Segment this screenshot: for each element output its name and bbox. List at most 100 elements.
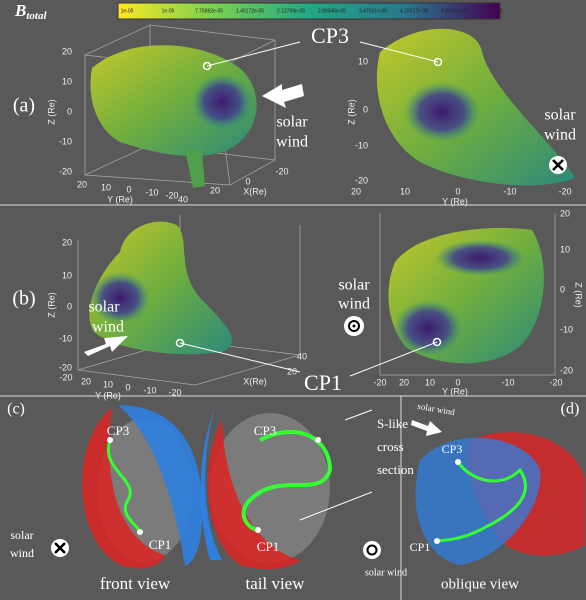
z-tick-label: 10	[560, 244, 570, 254]
z-tick-label: 10	[62, 270, 72, 280]
z-tick-label: -10	[59, 333, 72, 343]
z-tick-label: -20	[59, 362, 72, 372]
z-tick-label: -10	[560, 324, 573, 334]
annotation: wind	[92, 319, 124, 336]
y-tick-label: 10	[425, 377, 435, 387]
y-tick-label: -20	[59, 372, 72, 382]
axis-title: Z (Re)	[346, 99, 356, 125]
x-tick-label: 20	[287, 366, 297, 376]
z-tick-label: 10	[358, 56, 368, 66]
critical-point	[434, 538, 440, 544]
caption: front view	[100, 574, 171, 593]
z-tick-label: -20	[355, 175, 368, 185]
y-tick-label: 20	[77, 179, 87, 189]
axis-title: Y (Re)	[442, 196, 468, 206]
caption: oblique view	[441, 576, 519, 592]
x-tick-label: 0	[245, 176, 250, 186]
panel-label: (a)	[13, 95, 35, 117]
colorbar-tick-label: 3.47931e-05	[359, 8, 387, 14]
colorbar-tick-label: 1e-05	[490, 8, 503, 14]
axis-title: Z (Re)	[574, 282, 584, 308]
y-tick-label: -10	[143, 385, 156, 395]
annotation: solar	[338, 277, 370, 294]
callout: CP3	[311, 23, 349, 48]
surface-shade	[192, 74, 252, 130]
surface-shade	[394, 300, 462, 356]
annotation: solar wind	[365, 567, 407, 578]
z-tick-label: -10	[355, 140, 368, 150]
y-tick-label: 0	[455, 186, 460, 196]
z-tick-label: 20	[62, 237, 72, 247]
colorbar-title-main: B	[14, 1, 26, 20]
critical-point	[255, 527, 261, 533]
axis-title: Z (Re)	[46, 292, 56, 318]
annotation: solar	[10, 528, 33, 542]
axis-title: X(Re)	[243, 186, 267, 196]
colorbar-tick-label: 7.75862e-05	[195, 8, 223, 14]
panel-label: (b)	[12, 288, 35, 310]
y-tick-label: 10	[103, 379, 113, 389]
callout: CP1	[304, 370, 342, 395]
colorbar-tick-label: 1.45172e-05	[236, 8, 264, 14]
surface-shade	[404, 82, 480, 142]
annotation: wind	[544, 127, 576, 144]
annotation: solar	[88, 299, 120, 316]
y-tick-label: 0	[126, 184, 131, 194]
z-tick-label: 20	[62, 46, 72, 56]
colorbar-tick-label: 1e-05	[121, 8, 134, 14]
colorbar-tick-label: 2.80345e-05	[318, 8, 346, 14]
z-tick-label: 20	[560, 208, 570, 218]
z-tick-label: -20	[560, 365, 573, 375]
y-tick-label: -10	[145, 187, 158, 197]
colorbar-tick-label: 4.15517e-05	[400, 8, 428, 14]
z-tick-label: -10	[59, 136, 72, 146]
surface-shade	[435, 240, 525, 276]
y-tick-label: 0	[125, 382, 130, 392]
critical-point	[315, 437, 321, 443]
colorbar-tick-label: 2.12759e-05	[277, 8, 305, 14]
colorbar-tick-label: 1e-05	[162, 8, 175, 14]
panel-label: (d)	[561, 401, 580, 418]
z-tick-label: -20	[59, 166, 72, 176]
z-tick-label: 0	[363, 104, 368, 114]
annotation: section	[377, 462, 414, 477]
point-label: CP1	[410, 540, 431, 554]
y-tick-label: -10	[503, 186, 516, 196]
figure: Btotal 1e-05 1e-05 7.75862e-05 1.45172e-05 2…	[0, 0, 586, 600]
out-of-page-icon	[363, 541, 381, 559]
critical-point	[455, 459, 461, 465]
out-of-page-icon	[353, 325, 356, 328]
y-tick-label: -20	[549, 377, 562, 387]
y-tick-label: 20	[399, 377, 409, 387]
z-tick-label: 10	[62, 76, 72, 86]
annotation: wind	[276, 134, 308, 151]
x-tick-label: 20	[210, 185, 220, 195]
annotation: wind	[338, 296, 370, 313]
axis-title: Z (Re)	[46, 99, 56, 125]
axis-title: X(Re)	[243, 376, 267, 386]
annotation: solar	[544, 107, 576, 124]
x-tick-label: -20	[275, 166, 288, 176]
panel-label: (c)	[7, 401, 25, 418]
y-tick-label: -10	[501, 377, 514, 387]
axis-title: Y (Re)	[107, 194, 133, 204]
y-tick-label: -20	[373, 377, 386, 387]
y-tick-label: -20	[165, 190, 178, 200]
annotation: S-like	[377, 416, 408, 431]
z-tick-label: 0	[67, 301, 72, 311]
y-tick-label: 10	[101, 182, 111, 192]
y-tick-label: -20	[168, 387, 181, 397]
axis-title: Y (Re)	[95, 390, 121, 400]
point-label: CP1	[149, 537, 171, 552]
point-label: CP3	[442, 442, 463, 456]
colorbar-title-sub: total	[26, 10, 47, 22]
page: Btotal 1e-05 1e-05 7.75862e-05 1.45172e-05 2…	[0, 0, 586, 600]
annotation: solar	[276, 114, 308, 131]
z-tick-label: 0	[560, 284, 565, 294]
x-tick-label: 40	[297, 351, 307, 361]
y-tick-label: -20	[558, 186, 571, 196]
y-tick-label: 20	[351, 186, 361, 196]
annotation: cross	[377, 439, 404, 454]
axis-title: Y (Re)	[442, 386, 468, 396]
caption: tail view	[245, 574, 305, 593]
